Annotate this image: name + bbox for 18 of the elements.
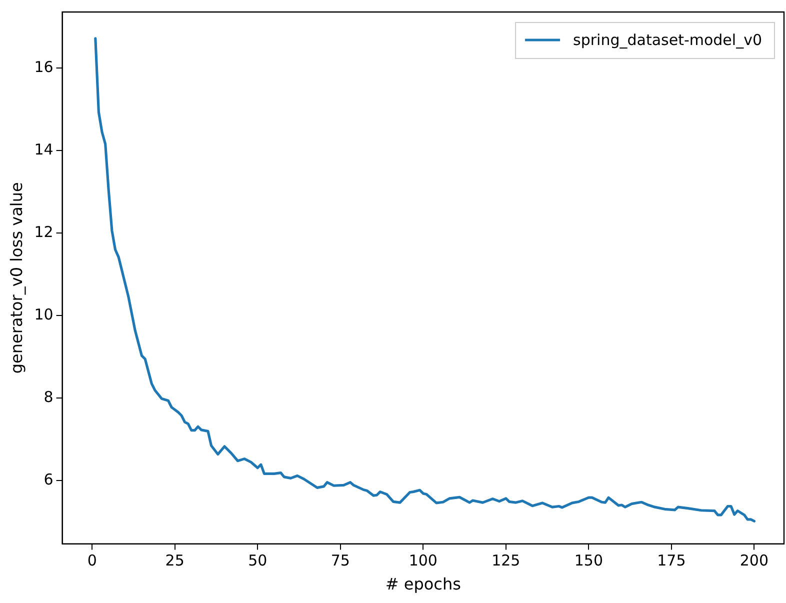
x-tick-label: 150: [574, 552, 603, 570]
y-tick-label: 10: [34, 306, 54, 324]
y-tick-label: 6: [44, 470, 54, 489]
x-tick-label: 100: [408, 552, 438, 570]
x-axis-title: # epochs: [385, 574, 461, 594]
y-tick-label: 8: [44, 388, 54, 406]
y-tick-label: 12: [34, 223, 54, 242]
x-tick-label: 75: [330, 552, 350, 570]
y-axis-title: generator_v0 loss value: [6, 182, 26, 374]
x-tick-label: 200: [740, 552, 769, 570]
legend-label: spring_dataset-model_v0: [573, 30, 762, 49]
x-tick-label: 125: [492, 552, 520, 570]
x-tick-label: 175: [657, 552, 686, 570]
y-tick-label: 14: [34, 140, 54, 159]
x-tick-label: 50: [248, 552, 268, 570]
x-tick-label: 0: [87, 552, 97, 570]
x-tick-label: 25: [165, 552, 184, 570]
y-tick-label: 16: [34, 58, 54, 76]
